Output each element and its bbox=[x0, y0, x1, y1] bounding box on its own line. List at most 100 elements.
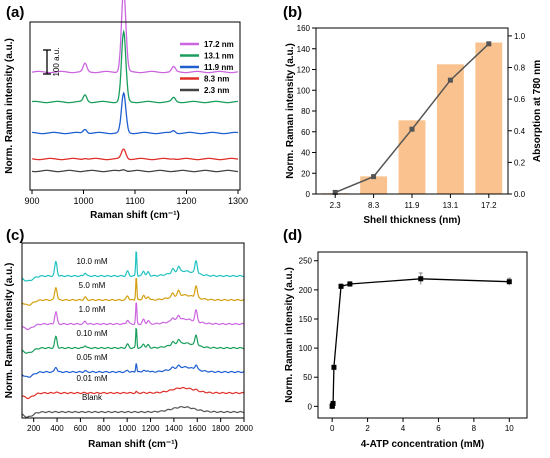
x-axis-label: Raman shift (cm⁻¹) bbox=[88, 439, 178, 450]
panel-label-d: (d) bbox=[283, 227, 302, 244]
x-tick-label: 0 bbox=[330, 424, 335, 433]
data-point bbox=[331, 364, 337, 370]
x-axis-label: Shell thickness (nm) bbox=[363, 215, 460, 226]
spectrum-line-119nm bbox=[32, 91, 239, 135]
data-point bbox=[506, 279, 512, 285]
y-tick-label: 50 bbox=[303, 373, 312, 382]
spectrum-line-005mM bbox=[21, 363, 245, 378]
series-label: 0.10 mM bbox=[76, 329, 107, 338]
y-tick-label: 160 bbox=[297, 24, 311, 33]
y-tick-label: 150 bbox=[299, 315, 313, 324]
x-tick-label: 1800 bbox=[212, 424, 230, 433]
x-tick-label: 900 bbox=[24, 196, 39, 206]
y-tick-label: 0 bbox=[308, 402, 313, 411]
series-label: 0.01 mM bbox=[76, 374, 107, 383]
x-tick-label: 1100 bbox=[125, 196, 144, 206]
x-tick-label: 200 bbox=[27, 424, 41, 433]
panel-label-c: (c) bbox=[6, 227, 24, 244]
data-point bbox=[347, 281, 353, 287]
y-tick-label: 250 bbox=[299, 257, 313, 266]
legend-label: 2.3 nm bbox=[204, 86, 229, 95]
spectrum-line-100mM bbox=[21, 251, 245, 282]
y-tick-label: 100 bbox=[299, 344, 313, 353]
y-axis-label: Norm. Raman intensity (a.u.) bbox=[4, 38, 15, 174]
x-tick-label: 1300 bbox=[228, 196, 248, 206]
y-tick-label: 100 bbox=[297, 86, 311, 95]
y-tick-label: 200 bbox=[299, 286, 313, 295]
bar bbox=[475, 42, 503, 195]
y-right-axis-label: Absorption at 780 nm bbox=[532, 60, 543, 162]
x-axis-label: 4-ATP concentration (mM) bbox=[361, 439, 485, 450]
y-tick-label: 60 bbox=[301, 128, 310, 137]
x-tick-label: 2.3 bbox=[330, 201, 342, 210]
spectrum-line-131nm bbox=[31, 29, 238, 104]
y-right-tick-label: 1.0 bbox=[514, 32, 526, 41]
y-tick-label: 20 bbox=[301, 169, 310, 178]
spectrum-line-172nm bbox=[32, 0, 239, 74]
x-tick-label: 8.3 bbox=[368, 201, 380, 210]
spectrum-line-Blank bbox=[21, 406, 244, 418]
bar bbox=[436, 64, 464, 194]
x-tick-label: 6 bbox=[436, 424, 441, 433]
absorption-point bbox=[486, 41, 492, 47]
absorption-point bbox=[371, 174, 377, 180]
data-point bbox=[330, 400, 336, 406]
spectrum-line-010mM bbox=[21, 327, 245, 354]
x-tick-label: 1200 bbox=[176, 196, 196, 206]
y-right-tick-label: 0.6 bbox=[514, 95, 526, 104]
spectrum-line-23nm bbox=[32, 169, 239, 173]
legend-label: 11.9 nm bbox=[204, 63, 233, 72]
data-point bbox=[418, 276, 424, 282]
legend-label: 17.2 nm bbox=[204, 40, 234, 49]
y-right-tick-label: 0.8 bbox=[514, 64, 526, 73]
x-tick-label: 400 bbox=[50, 424, 64, 433]
spectrum-line-83nm bbox=[31, 148, 239, 161]
y-right-tick-label: 0.2 bbox=[514, 158, 526, 167]
panel-d: 0 50 100 150 200 250 0 2 4 6 8 10 4-ATP concentratio… bbox=[284, 251, 528, 450]
x-tick-label: 1000 bbox=[118, 424, 136, 433]
panel-label-a: (a) bbox=[6, 4, 24, 21]
series-label: 1.0 mM bbox=[79, 305, 106, 314]
x-tick-label: 8 bbox=[472, 424, 477, 433]
y-tick-label: 140 bbox=[297, 45, 311, 54]
x-tick-label: 4 bbox=[401, 424, 406, 433]
x-tick-label: 2 bbox=[365, 424, 370, 433]
x-tick-label: 1600 bbox=[188, 424, 206, 433]
bar bbox=[360, 176, 388, 194]
spectrum-line-10mM bbox=[21, 302, 245, 331]
x-tick-label: 17.2 bbox=[481, 201, 497, 210]
y-right-tick-label: 0.4 bbox=[514, 127, 526, 136]
absorption-point bbox=[447, 77, 453, 83]
series-label: 5.0 mM bbox=[79, 281, 106, 290]
scale-bar-label: 100 a.u. bbox=[52, 48, 61, 77]
x-tick-label: 13.1 bbox=[443, 201, 459, 210]
x-tick-label: 1400 bbox=[165, 424, 183, 433]
spectrum-line-50mM bbox=[21, 277, 245, 306]
panel-c: 10.0 mM 5.0 mM 1.0 mM 0.10 mM 0.05 mM 0.01 mM… bbox=[4, 242, 253, 450]
y-tick-label: 40 bbox=[301, 149, 310, 158]
x-tick-label: 800 bbox=[97, 424, 111, 433]
plot-frame bbox=[317, 251, 528, 419]
panel-b: 0 20 40 60 80 100 120 140 160 0.0 0.2 0.4 0.6 0.8 1.0 2… bbox=[285, 24, 543, 226]
legend-label: 13.1 nm bbox=[204, 52, 234, 61]
bar bbox=[398, 120, 426, 194]
series-label: 0.05 mM bbox=[76, 353, 107, 362]
y-right-tick-label: 0.0 bbox=[514, 190, 526, 199]
spectrum-line-001mM bbox=[21, 386, 245, 400]
data-point bbox=[338, 283, 344, 289]
y-axis-label: Norm. Raman intensity (a.u.) bbox=[284, 267, 295, 403]
legend-label: 8.3 nm bbox=[204, 75, 229, 84]
panel-label-b: (b) bbox=[283, 4, 302, 21]
absorption-point bbox=[332, 189, 338, 195]
x-tick-label: 10 bbox=[505, 424, 514, 433]
absorption-point bbox=[409, 126, 415, 132]
series-label: 10.0 mM bbox=[76, 257, 107, 266]
trend-line bbox=[331, 278, 510, 407]
series-label: Blank bbox=[82, 393, 103, 402]
y-tick-label: 120 bbox=[297, 66, 311, 75]
y-axis-label: Norm. Raman intensity (a.u.) bbox=[4, 263, 15, 399]
x-tick-label: 2000 bbox=[235, 424, 253, 433]
y-tick-label: 80 bbox=[301, 107, 310, 116]
x-tick-label: 11.9 bbox=[405, 201, 421, 210]
y-tick-label: 0 bbox=[306, 190, 311, 199]
